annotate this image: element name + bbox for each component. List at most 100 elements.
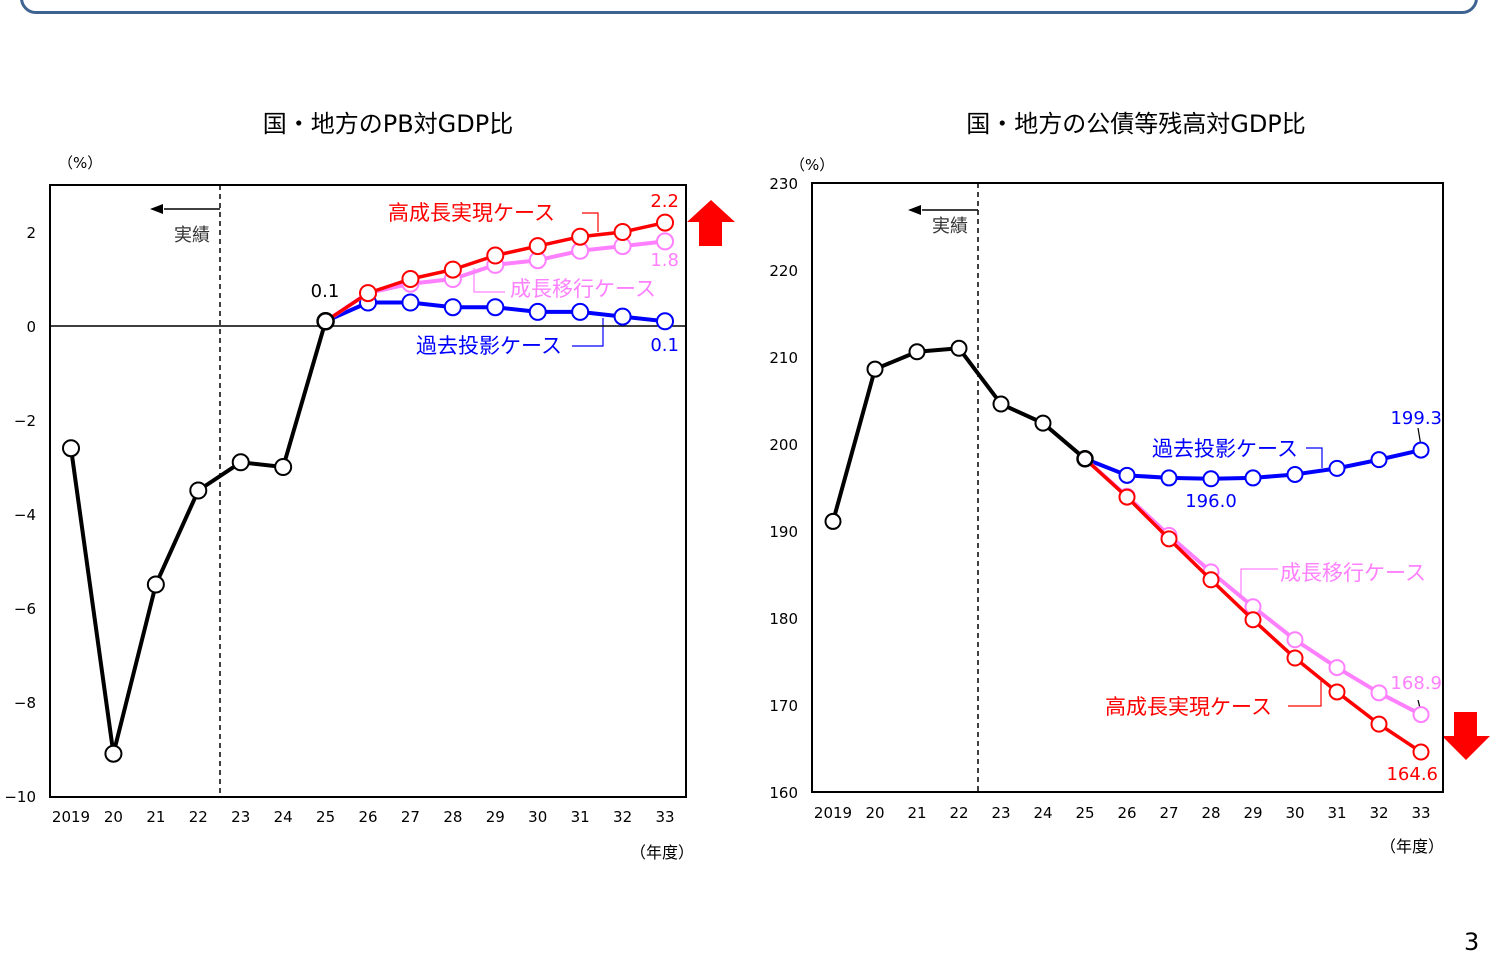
x-tick-label: 33	[1411, 804, 1430, 822]
data-point-high_growth	[528, 237, 547, 256]
plot-frame	[811, 182, 1444, 793]
chart-1: 160 170 180 190 200 210 220 230 2019 20 21 22 23 24 25…	[769, 175, 1444, 822]
data-point-baseline	[656, 312, 675, 331]
y-tick-label: 190	[769, 523, 798, 541]
data-point-baseline	[1118, 466, 1136, 484]
x-tick-label: 26	[1117, 804, 1136, 822]
x-tick-label: 24	[274, 808, 293, 826]
data-point-high_growth	[486, 246, 505, 265]
data-point-high_growth	[1286, 649, 1304, 667]
chart-0: −10 −8 −6 −4 −2 0 2 2019 20 21 22 23 24 25 26 27 28 29 30 3…	[4, 184, 687, 826]
x-tick-label: 30	[1285, 804, 1304, 822]
x-tick-label: 20	[865, 804, 884, 822]
chart-title-pb: 国・地方のPB対GDP比	[263, 110, 514, 138]
x-tick-label: 28	[443, 808, 462, 826]
leader-baseline-debt	[1306, 447, 1323, 468]
x-tick-label: 29	[486, 808, 505, 826]
value-label-high-end-debt: 164.6	[1386, 764, 1438, 785]
actual-label-debt: 実績	[932, 216, 968, 237]
leader-high-debt	[1288, 681, 1322, 707]
data-point-high_growth	[1160, 530, 1178, 548]
legend-transition-debt: 成長移行ケース	[1280, 561, 1426, 585]
data-point-actual	[316, 312, 335, 331]
x-tick-label: 23	[991, 804, 1010, 822]
actual-label-pb: 実績	[174, 225, 210, 246]
data-point-baseline	[528, 302, 547, 321]
x-tick-label: 2019	[52, 808, 90, 826]
y-tick-label: 160	[769, 784, 798, 802]
data-point-transition	[1286, 631, 1304, 649]
y-tick-label: −4	[14, 506, 36, 524]
leader-transition-debt	[1240, 568, 1278, 598]
y-tick-label: −6	[14, 600, 36, 618]
y-tick-label: −2	[14, 412, 36, 430]
value-label-baseline-min-debt: 196.0	[1185, 491, 1237, 512]
data-point-actual	[824, 512, 842, 530]
data-point-baseline	[401, 293, 420, 312]
value-label-transition-end-debt: 168.9	[1390, 673, 1442, 694]
x-tick-label: 29	[1243, 804, 1262, 822]
x-tick-label: 20	[104, 808, 123, 826]
data-point-baseline	[1244, 469, 1262, 487]
x-tick-label: 22	[189, 808, 208, 826]
data-point-high_growth	[1202, 571, 1220, 589]
data-point-actual	[866, 360, 884, 378]
y-tick-label: −10	[4, 788, 36, 806]
data-point-high_growth	[571, 227, 590, 246]
y-unit-debt: （%）	[790, 156, 834, 174]
y-tick-label: 200	[769, 436, 798, 454]
leader-transition-pb	[473, 268, 505, 293]
x-tick-label: 25	[1075, 804, 1094, 822]
legend-high-growth-pb: 高成長実現ケース	[388, 201, 555, 225]
y-tick-label: 210	[769, 349, 798, 367]
legend-transition-pb: 成長移行ケース	[510, 277, 656, 301]
x-tick-label: 31	[1327, 804, 1346, 822]
plot-frame	[49, 184, 687, 798]
y-tick-label: 0	[26, 318, 36, 336]
x-tick-label: 28	[1201, 804, 1220, 822]
data-point-baseline	[1286, 465, 1304, 483]
left-arrow-icon	[150, 204, 163, 214]
left-arrow-icon	[908, 205, 921, 215]
data-point-actual	[992, 395, 1010, 413]
y-tick-label: 230	[769, 175, 798, 193]
data-point-high_growth	[656, 213, 675, 232]
data-point-transition	[1370, 684, 1388, 702]
data-point-baseline	[1202, 470, 1220, 488]
value-label-high-end-pb: 2.2	[650, 191, 679, 212]
data-point-actual	[189, 481, 208, 500]
data-point-high_growth	[401, 270, 420, 288]
y-tick-label: −8	[14, 694, 36, 712]
x-tick-label: 27	[1159, 804, 1178, 822]
legend-high-growth-debt: 高成長実現ケース	[1105, 695, 1272, 719]
data-point-baseline	[1370, 451, 1388, 469]
data-point-high_growth	[1328, 683, 1346, 701]
data-point-high_growth	[1370, 715, 1388, 733]
data-point-baseline	[1412, 441, 1430, 459]
up-arrow-icon	[687, 200, 735, 246]
data-point-actual	[231, 453, 250, 472]
data-point-actual	[146, 575, 165, 594]
x-tick-label: 21	[907, 804, 926, 822]
data-point-baseline	[571, 302, 590, 321]
x-tick-label: 22	[949, 804, 968, 822]
value-label-transition-end-pb: 1.8	[650, 250, 679, 271]
x-tick-label: 33	[655, 808, 674, 826]
series-line-actual	[69, 320, 328, 756]
data-point-transition	[1328, 659, 1346, 677]
data-point-actual	[62, 439, 80, 458]
y-tick-label: 170	[769, 697, 798, 715]
data-point-high_growth	[443, 260, 462, 279]
data-point-high_growth	[1244, 611, 1262, 629]
x-tick-label: 27	[401, 808, 420, 826]
data-point-high_growth	[1412, 743, 1430, 761]
value-label-25-pb: 0.1	[311, 281, 340, 302]
x-tick-label: 21	[146, 808, 165, 826]
x-tick-label: 25	[316, 808, 335, 826]
x-tick-label: 32	[613, 808, 632, 826]
x-unit-pb: （年度）	[630, 843, 694, 862]
x-tick-label: 2019	[814, 804, 852, 822]
leader-baseline-pb	[572, 318, 604, 347]
value-label-baseline-end-debt: 199.3	[1390, 408, 1442, 429]
leader-high-pb	[582, 212, 599, 232]
